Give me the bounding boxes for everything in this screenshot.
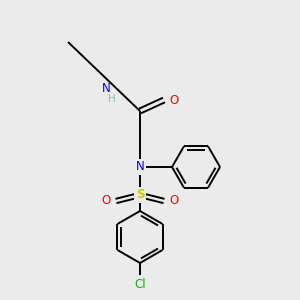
Text: S: S <box>136 188 144 202</box>
Text: N: N <box>136 160 144 173</box>
Text: H: H <box>108 94 116 104</box>
Text: O: O <box>169 194 178 208</box>
Text: Cl: Cl <box>134 278 146 291</box>
Text: N: N <box>102 82 111 94</box>
Text: O: O <box>169 94 178 106</box>
Text: O: O <box>102 194 111 208</box>
